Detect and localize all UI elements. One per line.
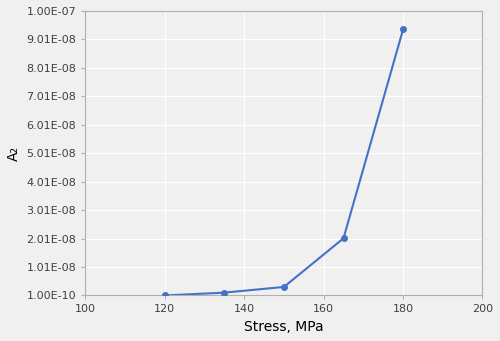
X-axis label: Stress, MPa: Stress, MPa: [244, 320, 324, 334]
Y-axis label: A₂: A₂: [7, 146, 21, 161]
